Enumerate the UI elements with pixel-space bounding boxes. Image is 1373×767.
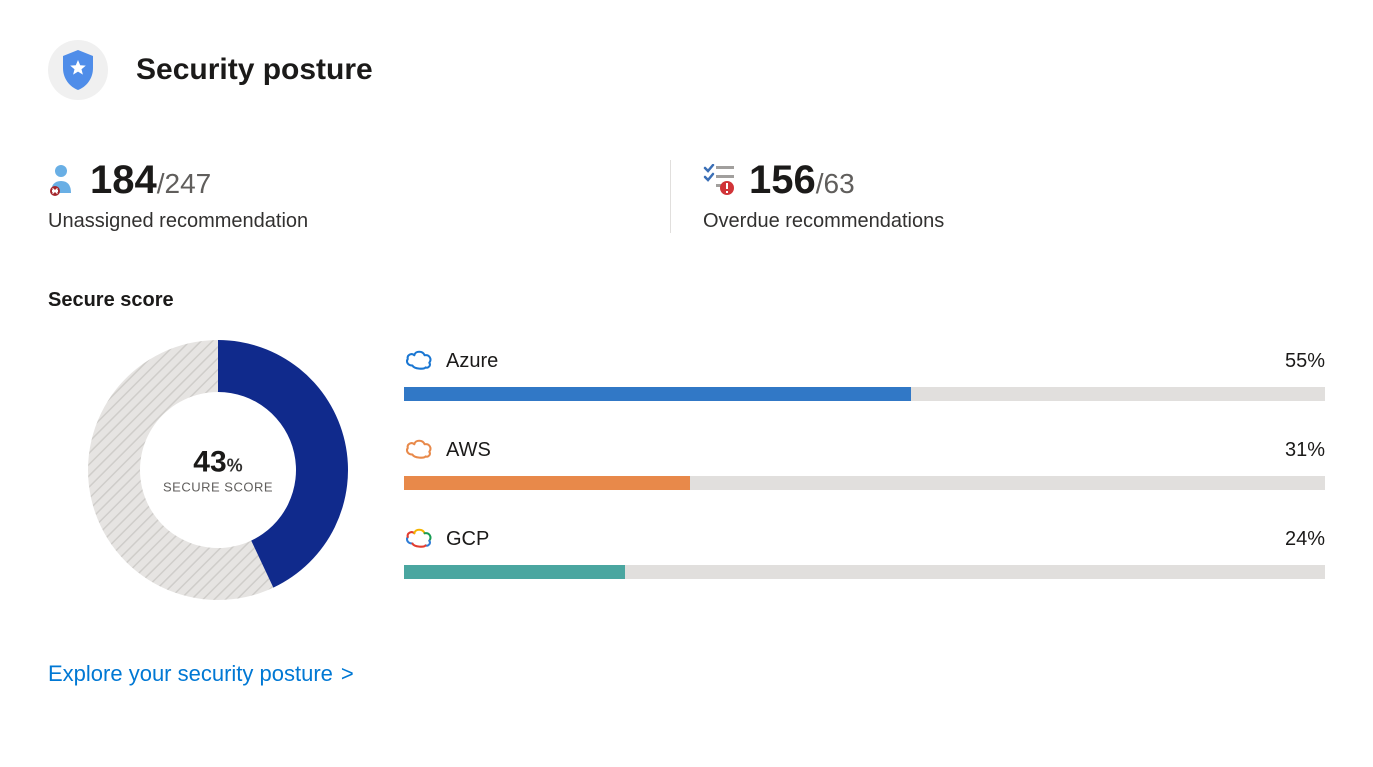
stat-overdue-divider: / bbox=[816, 168, 824, 200]
provider-row-azure: Azure 55% bbox=[404, 346, 1325, 401]
person-alert-icon bbox=[48, 163, 78, 197]
provider-name: Azure bbox=[446, 350, 498, 373]
provider-row-aws: AWS 31% bbox=[404, 435, 1325, 490]
stat-overdue-count: 156 bbox=[749, 160, 816, 200]
cloud-gcp-icon bbox=[404, 524, 434, 555]
provider-percent: 31% bbox=[1285, 439, 1325, 462]
explore-link[interactable]: Explore your security posture > bbox=[48, 661, 354, 687]
provider-percent: 55% bbox=[1285, 350, 1325, 373]
provider-name: GCP bbox=[446, 528, 489, 551]
secure-score-label: Secure score bbox=[48, 289, 1325, 312]
provider-name: AWS bbox=[446, 439, 491, 462]
provider-row-gcp: GCP 24% bbox=[404, 524, 1325, 579]
stat-unassigned-value: 184 / 247 bbox=[90, 160, 211, 200]
provider-bar-track bbox=[404, 565, 1325, 579]
stat-unassigned-count: 184 bbox=[90, 160, 157, 200]
provider-bar-track bbox=[404, 387, 1325, 401]
stat-unassigned-total: 247 bbox=[165, 168, 212, 200]
stat-unassigned-divider: / bbox=[157, 168, 165, 200]
checklist-alert-icon bbox=[703, 164, 737, 196]
page-title: Security posture bbox=[136, 53, 373, 87]
providers-list: Azure 55% AWS 31% GCP 24% bbox=[404, 340, 1325, 613]
stat-overdue: 156 / 63 Overdue recommendations bbox=[670, 160, 1325, 233]
provider-percent: 24% bbox=[1285, 528, 1325, 551]
provider-bar-fill bbox=[404, 476, 690, 490]
header: Security posture bbox=[48, 40, 1325, 100]
secure-score-area: 43% SECURE SCORE Azure 55% AWS 31% GCP 24% bbox=[48, 340, 1325, 613]
provider-bar-fill bbox=[404, 565, 625, 579]
cloud-azure-icon bbox=[404, 346, 434, 377]
cloud-aws-icon bbox=[404, 435, 434, 466]
stats-row: 184 / 247 Unassigned recommendation 156 … bbox=[48, 160, 1325, 233]
stat-overdue-label: Overdue recommendations bbox=[703, 210, 1325, 233]
stat-overdue-value: 156 / 63 bbox=[749, 160, 855, 200]
explore-link-text: Explore your security posture bbox=[48, 661, 333, 687]
donut-sublabel: SECURE SCORE bbox=[163, 480, 273, 495]
donut-center: 43% SECURE SCORE bbox=[163, 446, 273, 495]
stat-unassigned: 184 / 247 Unassigned recommendation bbox=[48, 160, 670, 233]
chevron-right-icon: > bbox=[341, 661, 354, 687]
stat-unassigned-label: Unassigned recommendation bbox=[48, 210, 670, 233]
provider-bar-fill bbox=[404, 387, 911, 401]
donut-percent: 43 bbox=[193, 446, 226, 479]
stat-overdue-total: 63 bbox=[824, 168, 855, 200]
donut-percent-sign: % bbox=[227, 456, 243, 476]
secure-score-donut: 43% SECURE SCORE bbox=[88, 340, 348, 600]
shield-icon bbox=[60, 49, 96, 91]
provider-bar-track bbox=[404, 476, 1325, 490]
shield-icon-circle bbox=[48, 40, 108, 100]
